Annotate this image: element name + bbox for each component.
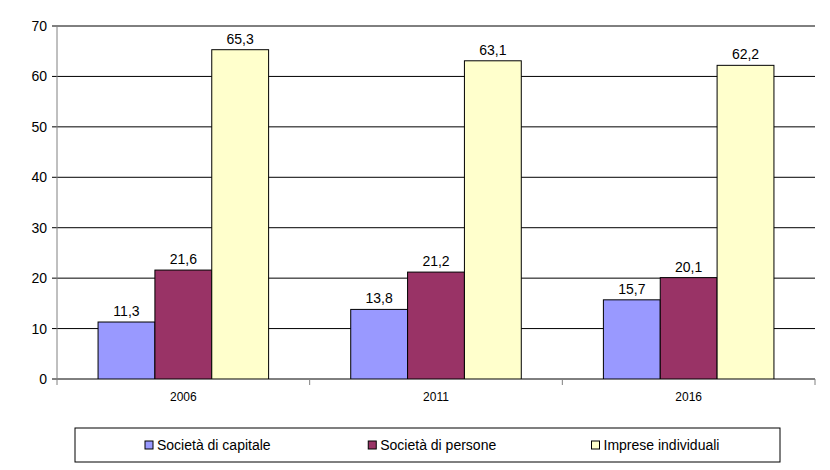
y-tick-label: 40 — [31, 169, 47, 185]
y-tick — [52, 278, 57, 279]
y-tick — [52, 379, 57, 380]
y-tick-label: 70 — [31, 18, 47, 34]
grid-line — [57, 177, 815, 178]
bar — [98, 322, 155, 379]
data-label: 21,2 — [422, 253, 449, 269]
y-tick — [52, 26, 57, 27]
legend-swatch — [592, 441, 600, 449]
legend-label: Società di capitale — [157, 437, 271, 453]
data-label: 20,1 — [675, 259, 702, 275]
chart-container: 01020304050607011,321,665,313,821,263,11… — [0, 0, 830, 470]
data-label: 13,8 — [366, 290, 393, 306]
bar — [351, 309, 408, 379]
bar — [603, 300, 660, 379]
bar — [464, 61, 521, 379]
y-axis — [57, 26, 58, 379]
grid-line — [57, 76, 815, 77]
x-tick-label: 2006 — [170, 390, 197, 404]
x-tick — [57, 379, 58, 385]
bar — [660, 278, 717, 379]
x-tick — [815, 379, 816, 385]
x-tick-label: 2016 — [675, 390, 702, 404]
y-tick-label: 50 — [31, 119, 47, 135]
legend: Società di capitale Società di persone Imp… — [75, 428, 780, 462]
y-tick-label: 30 — [31, 220, 47, 236]
data-labels: 11,3 21,6 65,3 13,8 21,2 63,1 15,7 20,1 62,2 — [113, 31, 759, 319]
y-tick — [52, 126, 57, 127]
data-label: 63,1 — [479, 42, 506, 58]
legend-swatch — [145, 441, 153, 449]
bar — [408, 272, 465, 379]
x-tick — [562, 379, 563, 385]
data-label: 62,2 — [732, 46, 759, 62]
y-tick — [52, 328, 57, 329]
data-label: 21,6 — [170, 251, 197, 267]
y-tick-label: 20 — [31, 270, 47, 286]
data-label: 65,3 — [227, 31, 254, 47]
bar — [717, 65, 774, 379]
data-label: 15,7 — [618, 281, 645, 297]
y-tick — [52, 227, 57, 228]
grid-line — [57, 126, 815, 127]
x-tick — [309, 379, 310, 385]
bar — [212, 50, 269, 379]
bars — [98, 50, 774, 379]
y-tick-label: 0 — [39, 371, 47, 387]
grid-line — [57, 227, 815, 228]
chart-svg: 01020304050607011,321,665,313,821,263,11… — [0, 0, 830, 470]
y-tick — [52, 177, 57, 178]
grid-line — [57, 26, 815, 27]
bar — [155, 270, 212, 379]
legend-label: Imprese individuali — [604, 437, 720, 453]
legend-label: Società di persone — [380, 437, 496, 453]
legend-box — [75, 428, 780, 462]
y-tick-label: 60 — [31, 68, 47, 84]
y-tick-label: 10 — [31, 321, 47, 337]
data-label: 11,3 — [113, 303, 139, 319]
x-tick-label: 2011 — [423, 390, 449, 404]
legend-swatch — [368, 441, 376, 449]
y-tick — [52, 76, 57, 77]
